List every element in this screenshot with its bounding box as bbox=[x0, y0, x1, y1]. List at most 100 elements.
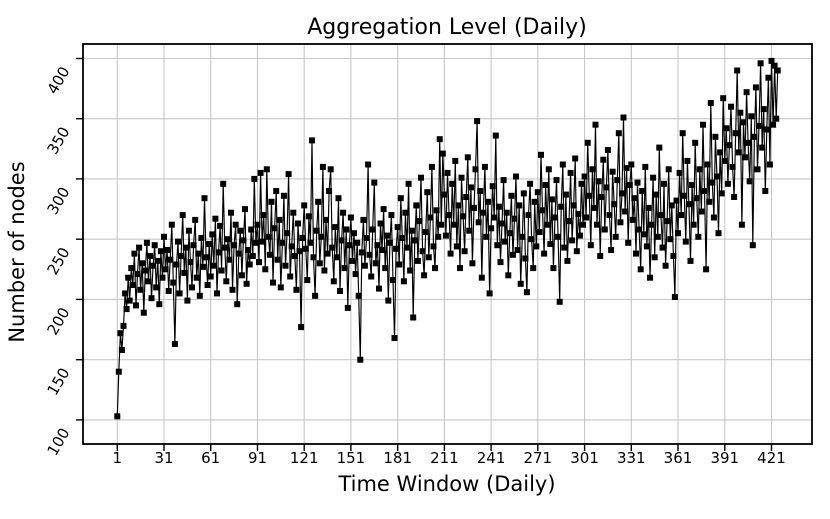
data-point-marker bbox=[466, 227, 473, 234]
data-point-marker bbox=[428, 163, 435, 170]
data-point-marker bbox=[538, 151, 544, 158]
data-point-marker bbox=[566, 218, 572, 225]
data-point-marker bbox=[436, 136, 443, 143]
data-point-marker bbox=[355, 292, 362, 299]
data-point-marker bbox=[695, 233, 702, 240]
data-point-marker bbox=[215, 249, 222, 256]
data-point-marker bbox=[404, 244, 410, 251]
data-point-marker bbox=[139, 260, 146, 267]
data-point-marker bbox=[478, 274, 485, 281]
data-point-marker bbox=[514, 247, 521, 253]
x-tick-label: 31 bbox=[154, 449, 173, 467]
data-point-marker bbox=[678, 212, 685, 219]
data-point-marker bbox=[182, 244, 189, 251]
data-point-marker bbox=[527, 180, 534, 187]
data-point-marker bbox=[714, 173, 720, 180]
data-point-marker bbox=[611, 201, 618, 208]
data-point-marker bbox=[252, 239, 259, 246]
data-point-marker bbox=[552, 214, 558, 221]
y-tick-label: 100 bbox=[44, 425, 74, 459]
data-point-marker bbox=[441, 191, 448, 198]
data-point-marker bbox=[467, 184, 474, 191]
data-point-marker bbox=[770, 121, 777, 128]
data-point-marker bbox=[634, 179, 641, 186]
data-point-marker bbox=[430, 243, 437, 250]
x-tick-label: 91 bbox=[248, 449, 267, 467]
data-point-marker bbox=[696, 166, 703, 173]
data-point-marker bbox=[717, 149, 724, 156]
data-point-marker bbox=[335, 195, 342, 202]
data-point-marker bbox=[471, 204, 477, 211]
data-point-marker bbox=[446, 212, 453, 219]
data-point-marker bbox=[327, 166, 334, 173]
data-point-marker bbox=[346, 242, 353, 249]
data-point-marker bbox=[671, 294, 678, 300]
data-point-marker bbox=[606, 212, 613, 219]
data-point-marker bbox=[290, 209, 297, 216]
data-point-marker bbox=[217, 222, 224, 229]
data-point-marker bbox=[238, 272, 245, 279]
data-point-marker bbox=[631, 195, 638, 202]
data-point-marker bbox=[536, 229, 543, 235]
data-point-marker bbox=[209, 231, 216, 238]
data-point-marker bbox=[203, 254, 210, 261]
data-point-marker bbox=[330, 278, 337, 285]
data-point-marker bbox=[153, 284, 160, 291]
data-point-marker bbox=[701, 188, 708, 194]
data-point-marker bbox=[134, 271, 141, 278]
data-point-marker bbox=[475, 219, 482, 226]
data-point-marker bbox=[500, 177, 507, 184]
data-point-marker bbox=[604, 147, 611, 153]
data-point-marker bbox=[746, 178, 753, 185]
data-point-marker bbox=[735, 149, 742, 156]
data-point-marker bbox=[449, 180, 456, 187]
data-point-marker bbox=[559, 161, 566, 168]
data-point-marker bbox=[771, 62, 778, 69]
y-tick-label: 200 bbox=[44, 304, 74, 338]
data-point-marker bbox=[374, 242, 381, 249]
data-point-marker bbox=[502, 238, 509, 245]
data-point-marker bbox=[745, 139, 752, 146]
data-point-marker bbox=[167, 256, 174, 263]
data-point-marker bbox=[383, 232, 390, 239]
x-tick-label: 151 bbox=[337, 449, 366, 467]
data-point-marker bbox=[162, 266, 169, 273]
data-point-marker bbox=[629, 216, 636, 223]
data-point-marker bbox=[469, 260, 476, 267]
data-point-marker bbox=[483, 233, 490, 240]
data-point-marker bbox=[690, 221, 697, 228]
data-point-marker bbox=[206, 241, 213, 247]
data-point-marker bbox=[609, 168, 616, 175]
data-point-marker bbox=[354, 239, 361, 246]
data-point-marker bbox=[656, 144, 663, 151]
data-point-marker bbox=[207, 273, 214, 280]
data-point-marker bbox=[759, 144, 766, 151]
data-point-marker bbox=[137, 286, 144, 293]
data-point-marker bbox=[506, 230, 513, 237]
data-point-marker bbox=[178, 253, 185, 259]
data-point-marker bbox=[659, 244, 666, 251]
x-tick-label: 421 bbox=[757, 449, 786, 467]
data-point-marker bbox=[386, 239, 393, 246]
data-point-marker bbox=[687, 257, 694, 264]
data-point-marker bbox=[288, 243, 295, 250]
data-point-marker bbox=[379, 247, 386, 253]
data-point-marker bbox=[129, 282, 136, 288]
data-point-marker bbox=[231, 242, 238, 249]
data-point-marker bbox=[633, 250, 639, 257]
data-point-marker bbox=[184, 297, 191, 304]
data-point-marker bbox=[263, 166, 270, 173]
data-point-marker bbox=[226, 256, 233, 263]
data-point-marker bbox=[723, 125, 730, 132]
data-point-marker bbox=[692, 139, 699, 146]
data-point-marker bbox=[257, 169, 264, 176]
data-point-marker bbox=[324, 250, 331, 257]
data-point-marker bbox=[752, 84, 759, 91]
data-point-marker bbox=[731, 194, 738, 200]
data-point-marker bbox=[198, 235, 205, 241]
data-point-marker bbox=[531, 198, 538, 205]
data-point-marker bbox=[472, 166, 479, 173]
data-point-marker bbox=[369, 226, 376, 233]
data-point-marker bbox=[118, 347, 125, 353]
